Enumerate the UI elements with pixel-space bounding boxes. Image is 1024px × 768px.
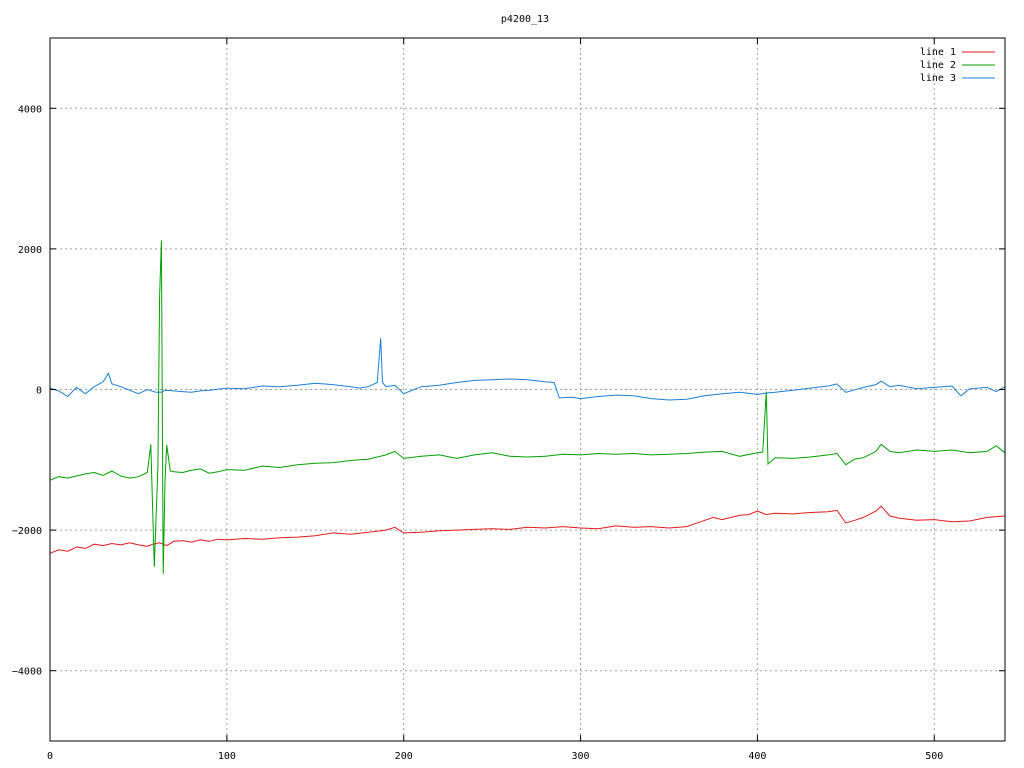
x-tick-label: 500: [925, 751, 943, 762]
axis-ticks: 0 100 200 300 400 500 −4000 −2000 0 2000 4000: [12, 38, 1005, 762]
y-tick-label: 4000: [18, 104, 42, 115]
x-tick-label: 100: [218, 751, 236, 762]
series-line-3: [49, 338, 1006, 401]
series-layer: [49, 240, 1006, 574]
y-tick-label: −4000: [12, 667, 42, 678]
x-tick-label: 0: [47, 751, 53, 762]
y-tick-label: −2000: [12, 526, 42, 537]
chart-title: p4200_13: [501, 14, 549, 25]
legend-label-3: line 3: [920, 73, 956, 84]
y-tick-label: 2000: [18, 245, 42, 256]
legend-label-2: line 2: [920, 60, 956, 71]
series-line-2: [49, 240, 1006, 574]
legend-label-1: line 1: [920, 47, 956, 58]
x-tick-label: 300: [572, 751, 590, 762]
x-tick-label: 200: [395, 751, 413, 762]
gridlines: [50, 38, 1005, 741]
x-tick-label: 400: [748, 751, 766, 762]
legend: line 1 line 2 line 3: [920, 47, 995, 84]
y-tick-label: 0: [36, 386, 42, 397]
